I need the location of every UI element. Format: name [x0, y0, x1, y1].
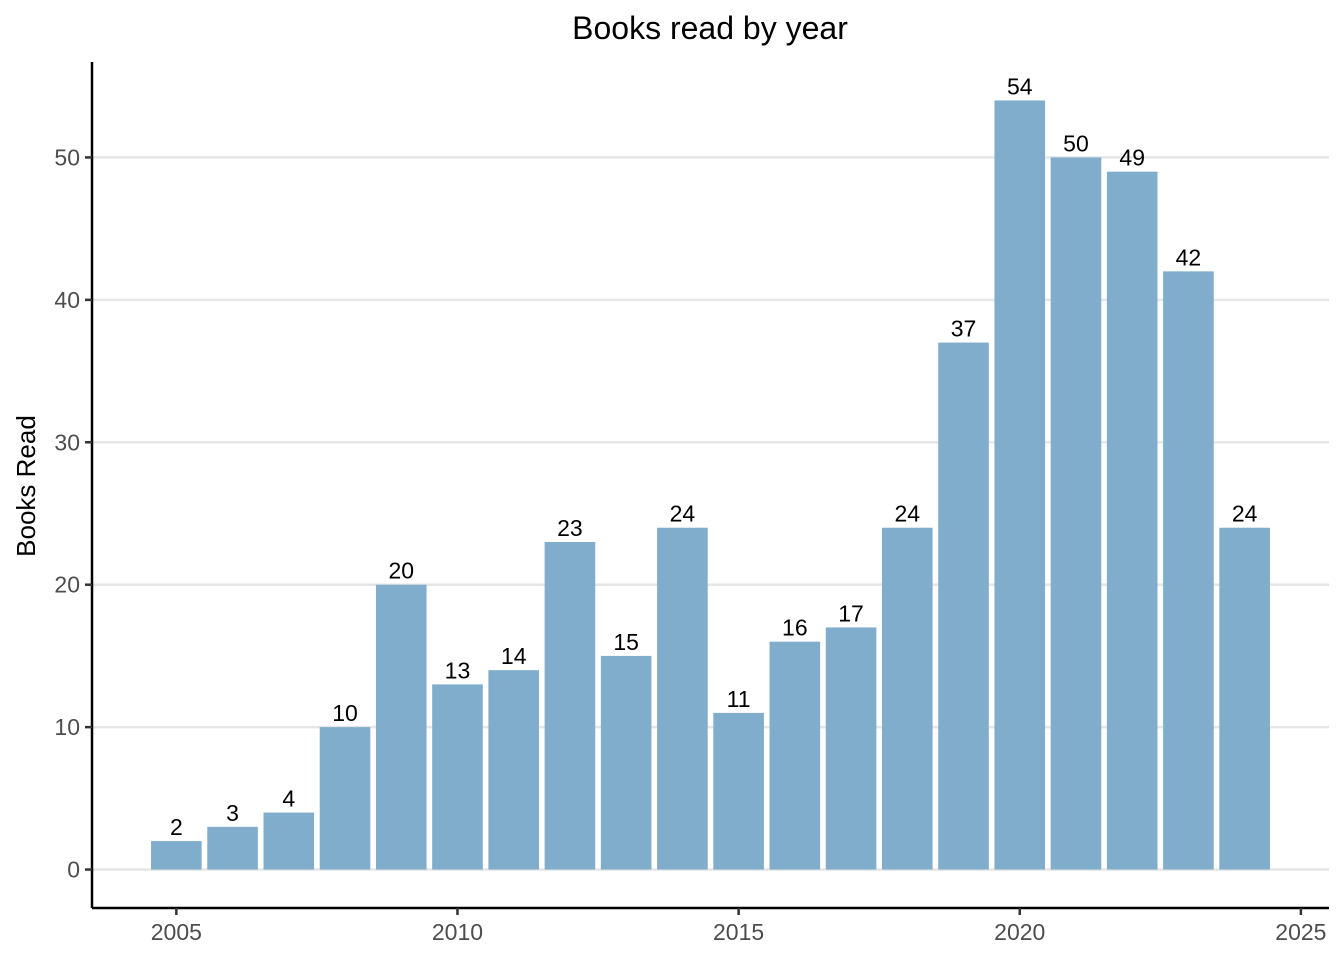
bar-2020 — [994, 100, 1046, 870]
x-tick-label-2005: 2005 — [151, 919, 202, 945]
bar-2022 — [1106, 171, 1158, 870]
x-tick-label-2015: 2015 — [713, 919, 764, 945]
data-label-2020: 54 — [1007, 73, 1033, 99]
bar-2023 — [1163, 271, 1214, 870]
data-label-2024: 24 — [1232, 501, 1258, 527]
bar-2014 — [657, 527, 708, 870]
axes — [90, 62, 1329, 910]
bar-2007 — [263, 812, 315, 870]
bar-2012 — [544, 541, 596, 870]
bar-2011 — [488, 670, 540, 870]
bar-2019 — [938, 342, 989, 870]
y-tick-label-30: 30 — [54, 429, 80, 455]
data-label-2012: 23 — [557, 515, 583, 541]
data-label-2021: 50 — [1063, 130, 1089, 156]
bar-2024 — [1219, 527, 1270, 870]
data-label-2023: 42 — [1176, 244, 1202, 270]
data-label-2019: 37 — [951, 316, 977, 342]
data-label-2017: 17 — [838, 600, 864, 626]
bar-2006 — [207, 826, 258, 870]
x-tick-label-2025: 2025 — [1275, 919, 1326, 945]
data-label-2022: 49 — [1119, 145, 1145, 171]
bar-2013 — [600, 655, 652, 870]
data-label-2018: 24 — [894, 501, 920, 527]
y-tick-label-0: 0 — [67, 857, 80, 883]
data-label-2013: 15 — [613, 629, 639, 655]
bar-2015 — [713, 712, 764, 870]
chart-title: Books read by year — [572, 10, 848, 46]
y-tick-label-40: 40 — [54, 287, 80, 313]
bar-2016 — [769, 641, 821, 870]
bar-2010 — [432, 684, 483, 870]
data-label-2011: 14 — [501, 643, 527, 669]
data-label-2009: 20 — [388, 558, 414, 584]
y-axis-label: Books Read — [11, 415, 41, 557]
data-label-2010: 13 — [445, 657, 471, 683]
bars — [151, 100, 1270, 870]
data-label-2015: 11 — [727, 686, 751, 712]
y-tick-label-50: 50 — [54, 144, 80, 170]
bar-2021 — [1050, 157, 1102, 870]
bar-2008 — [319, 727, 371, 870]
y-tick-label-10: 10 — [54, 714, 80, 740]
bar-2017 — [825, 627, 877, 870]
data-label-2014: 24 — [670, 501, 696, 527]
data-label-2006: 3 — [226, 800, 239, 826]
data-label-2008: 10 — [332, 700, 358, 726]
data-label-2016: 16 — [782, 615, 808, 641]
data-label-2007: 4 — [282, 786, 295, 812]
x-tick-label-2020: 2020 — [994, 919, 1045, 945]
bar-2018 — [881, 527, 933, 870]
data-label-2005: 2 — [170, 814, 183, 840]
y-tick-label-20: 20 — [54, 572, 80, 598]
bar-2009 — [375, 584, 427, 870]
x-tick-label-2010: 2010 — [432, 919, 483, 945]
bar-2005 — [151, 841, 202, 870]
